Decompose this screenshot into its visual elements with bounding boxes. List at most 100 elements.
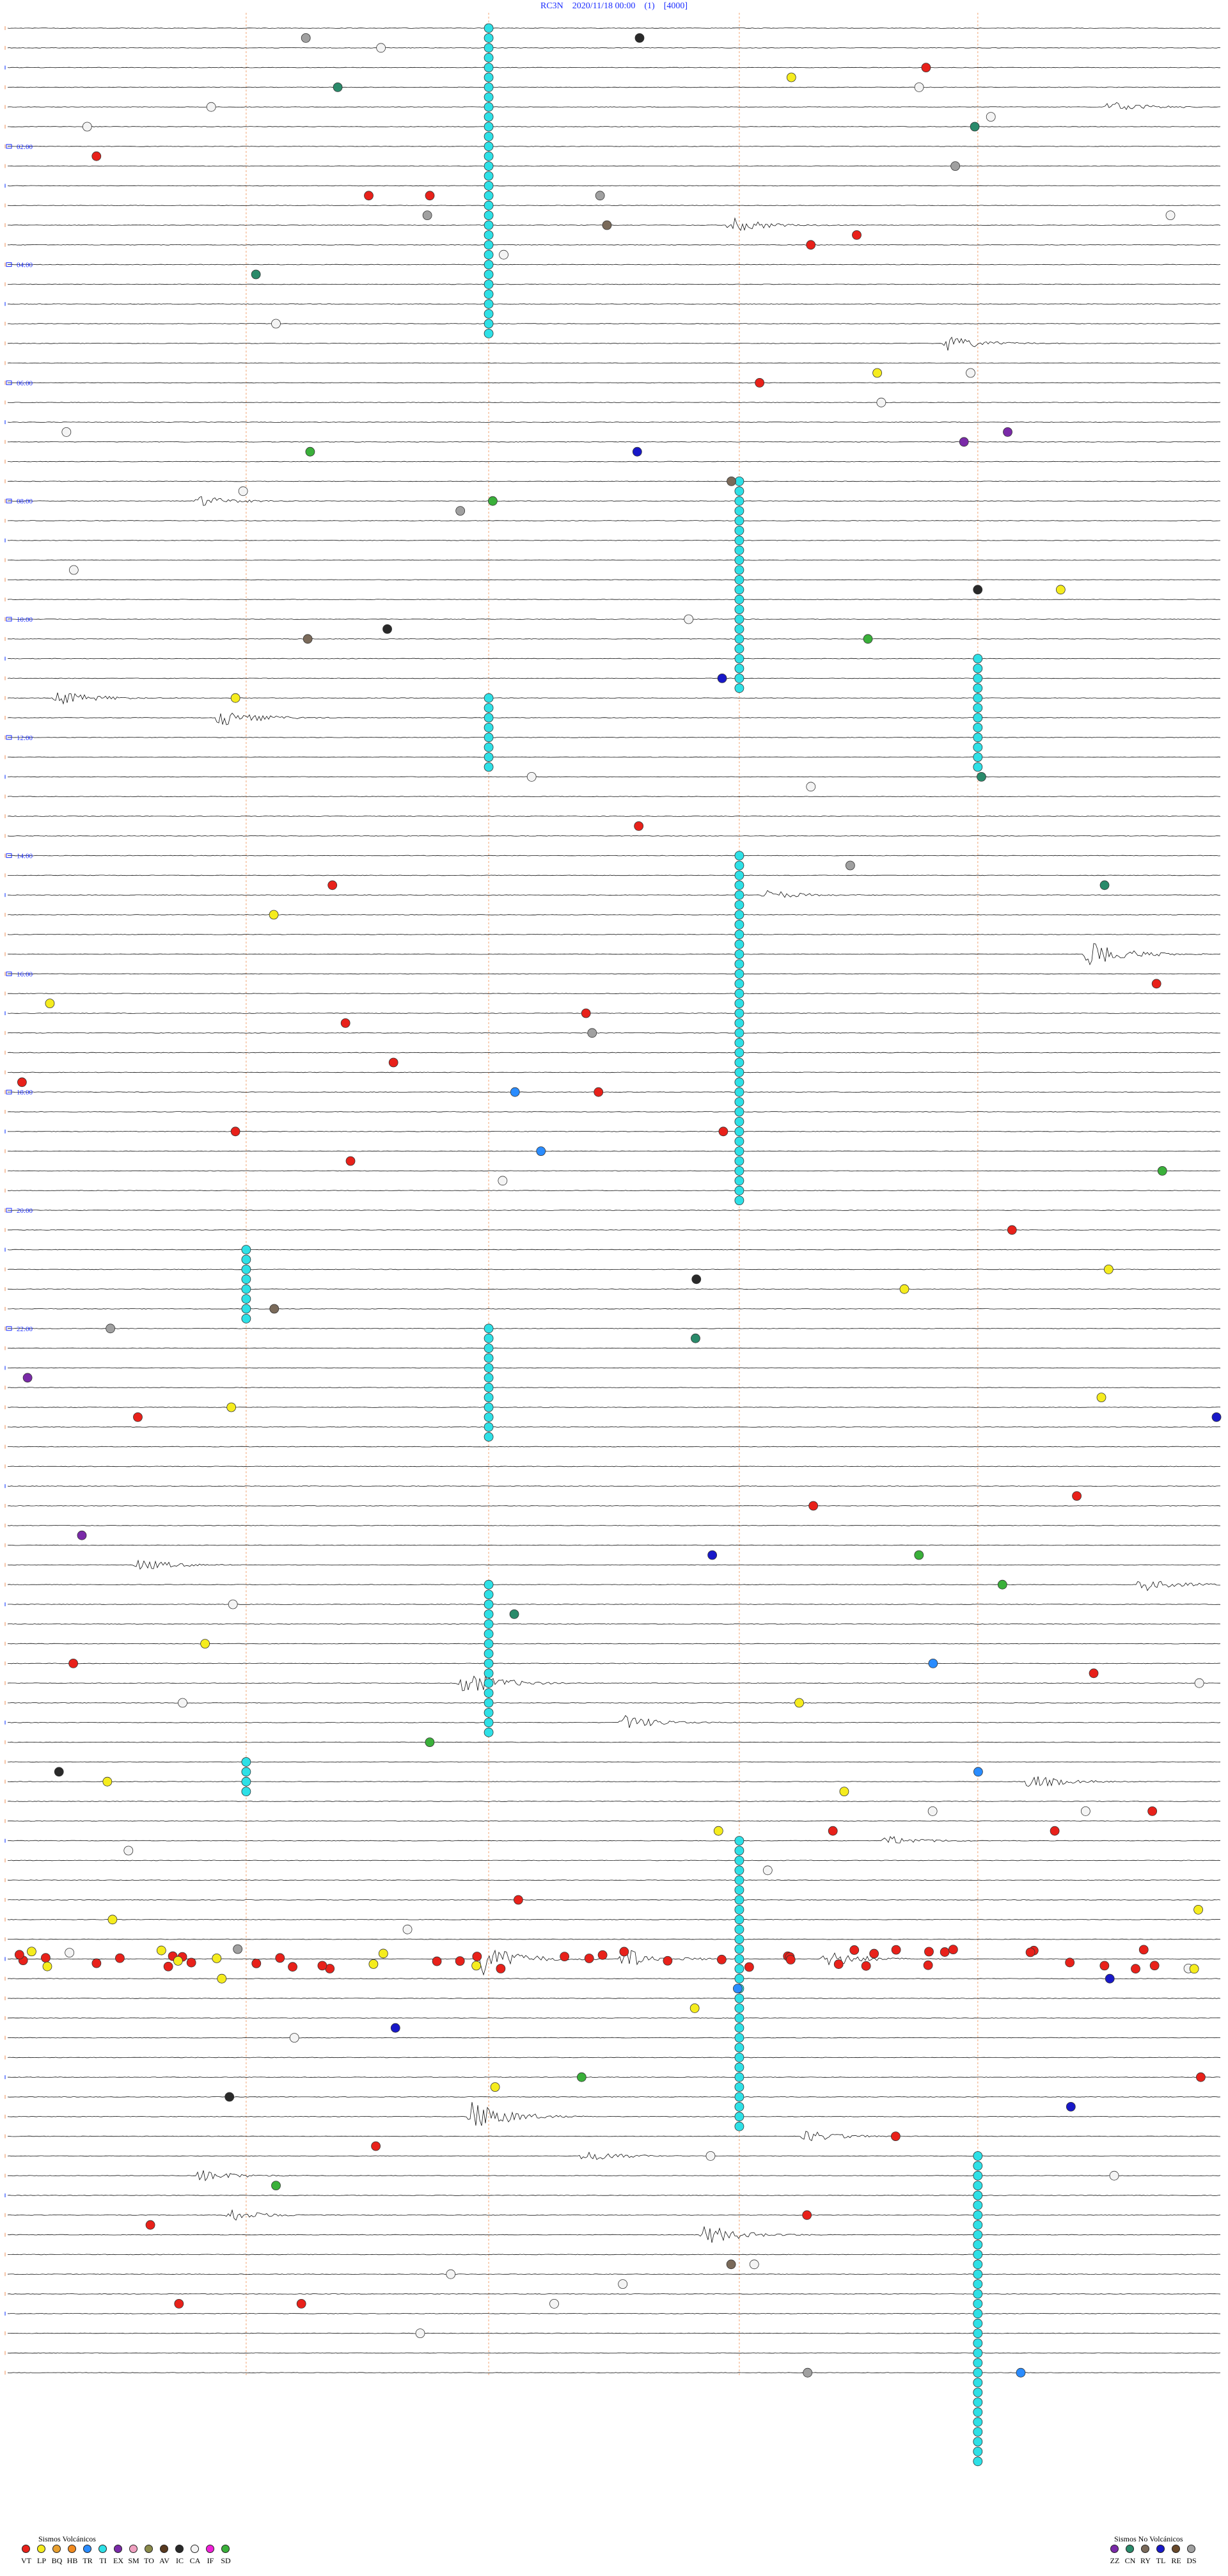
event-marker-ti: [734, 1855, 744, 1865]
event-marker-vt: [1149, 1961, 1160, 1971]
event-marker-ca: [684, 614, 694, 624]
legend-item-ic: IC: [171, 2543, 188, 2569]
event-marker-ti: [734, 663, 744, 674]
event-marker-ca: [82, 122, 92, 132]
event-marker-vt: [496, 1964, 506, 1973]
event-marker-ti: [484, 52, 494, 63]
event-marker-ti: [734, 1904, 744, 1915]
legend-label: EX: [113, 2556, 123, 2565]
event-marker-ti: [241, 1294, 251, 1304]
event-marker-ti: [734, 890, 744, 900]
drum-title: RC3N 2020/11/18 00:00 (1) [4000]: [0, 1, 1228, 12]
hour-label: 08:00: [17, 498, 33, 505]
event-marker-ti: [973, 674, 983, 683]
event-marker-ti: [484, 752, 494, 762]
seismogram-trace: [7, 2293, 1221, 2295]
event-marker-ti: [734, 1048, 744, 1057]
seismogram-trace: [7, 1407, 1221, 1408]
event-marker-cn: [509, 1609, 519, 1619]
event-marker-vt: [251, 1958, 262, 1968]
event-marker-lp: [230, 693, 240, 703]
event-marker-vt: [619, 1947, 629, 1957]
event-marker-vt: [432, 1956, 442, 1966]
legend-label: ZZ: [1110, 2556, 1120, 2565]
event-marker-ti: [241, 1787, 251, 1797]
event-marker-ti: [484, 1363, 494, 1373]
seismogram-trace: [7, 890, 1221, 898]
event-marker-lp: [839, 1787, 849, 1797]
event-marker-ti: [734, 1973, 744, 1984]
event-marker-ti: [973, 2181, 983, 2191]
event-marker-ti: [973, 2328, 983, 2339]
event-marker-ti: [734, 1964, 744, 1974]
seismogram-trace: [7, 1032, 1220, 1034]
event-marker-ti: [973, 2279, 983, 2289]
event-marker-vt: [133, 1412, 143, 1422]
event-marker-ti: [734, 683, 744, 693]
event-marker-ti: [484, 92, 494, 102]
event-marker-ca: [705, 2151, 716, 2161]
event-marker-ti: [734, 871, 744, 880]
event-marker-vt: [594, 1087, 604, 1097]
event-marker-ca: [876, 397, 886, 407]
hour-label: 22:00: [17, 1325, 33, 1333]
event-marker-ca: [238, 486, 248, 496]
hour-marker: [6, 380, 12, 385]
seismogram-trace: [7, 1604, 1221, 1605]
event-marker-vt: [340, 1018, 350, 1028]
legend-nonvolcanic: Sismos No Volcánicos ZZ CN RY TL RE DS: [1081, 2534, 1228, 2573]
seismogram-trace: [8, 874, 1221, 876]
seismogram-trace: [7, 67, 1220, 68]
hour-label: 14:00: [17, 853, 33, 860]
event-marker-ti: [734, 477, 744, 486]
legend-label: CA: [189, 2556, 201, 2565]
event-marker-ti: [734, 1107, 744, 1117]
hour-label: 06:00: [17, 379, 33, 387]
event-marker-ti: [734, 654, 744, 663]
event-marker-vt: [1151, 979, 1161, 989]
event-marker-vt: [288, 1962, 297, 1972]
event-marker-vt: [91, 1958, 102, 1968]
event-marker-ic: [691, 1274, 702, 1284]
event-marker-ti: [484, 102, 494, 112]
event-marker-ti: [484, 1393, 494, 1403]
event-marker-ti: [734, 575, 744, 585]
seismogram-trace: [7, 28, 1221, 29]
event-marker-ti: [973, 723, 983, 732]
seismogram-trace: [8, 1229, 1221, 1231]
event-marker-ds: [422, 210, 432, 221]
event-marker-ti: [734, 545, 744, 555]
event-marker-ti: [973, 2309, 983, 2319]
event-marker-ry: [269, 1304, 279, 1314]
seismogram-trace: [7, 1387, 1221, 1389]
legend-volcanic: Sismos Volcánicos VT LP BQ HB TR TI EX SM TO AV IC…: [18, 2534, 287, 2573]
event-marker-ti: [484, 1324, 494, 1334]
event-marker-lp: [102, 1776, 113, 1787]
legend-label: SM: [128, 2556, 139, 2565]
event-marker-vt: [948, 1945, 958, 1955]
event-marker-ti: [973, 2240, 983, 2250]
legend-label: IF: [207, 2556, 214, 2565]
seismogram-trace: [7, 1288, 1221, 1290]
seismogram-trace: [7, 2195, 1221, 2196]
hour-marker: [6, 971, 12, 976]
event-marker-ca: [1165, 210, 1176, 221]
event-marker-vt: [891, 1945, 901, 1955]
event-marker-lp: [217, 1973, 227, 1984]
legend-label: AV: [159, 2556, 169, 2565]
event-marker-vt: [17, 1077, 27, 1087]
event-marker-ti: [484, 1718, 494, 1728]
event-marker-vt: [145, 2220, 155, 2230]
event-marker-lp: [200, 1639, 210, 1649]
event-marker-ti: [734, 900, 744, 910]
event-marker-ti: [484, 220, 494, 230]
event-marker-ti: [734, 2062, 744, 2073]
event-marker-ti: [484, 713, 494, 723]
event-marker-ti: [973, 2407, 983, 2417]
seismogram-trace: [7, 736, 1220, 738]
event-marker-ti: [484, 1639, 494, 1649]
event-marker-vt: [890, 2131, 901, 2142]
event-marker-ti: [734, 1895, 744, 1905]
legend-label: VT: [21, 2556, 31, 2565]
event-marker-ti: [241, 1274, 251, 1284]
